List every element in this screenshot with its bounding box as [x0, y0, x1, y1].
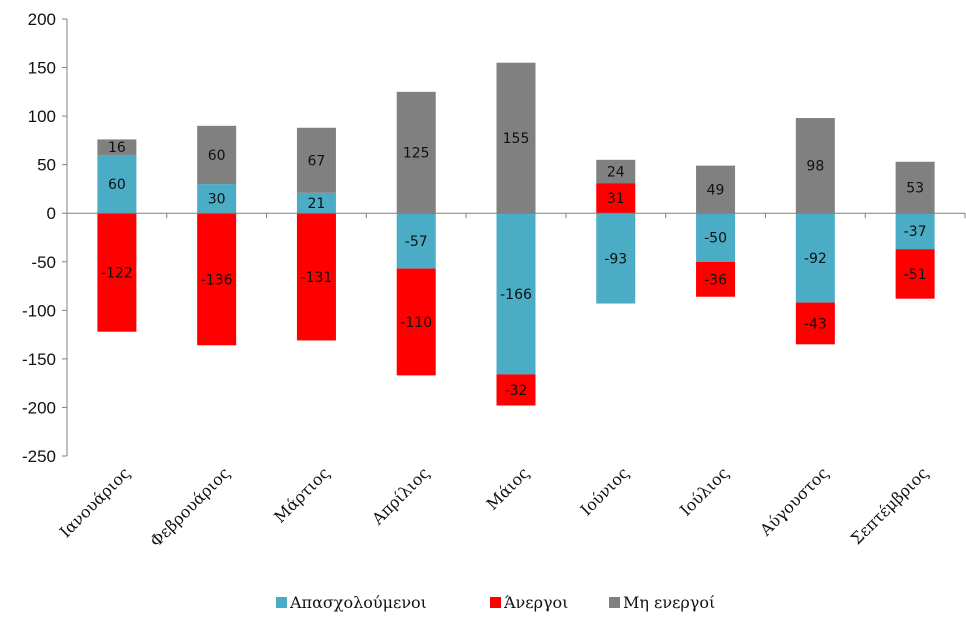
y-tick-label: 150: [28, 59, 56, 78]
bar: [296, 192, 336, 214]
x-tick-label: Φεβρουάριος: [146, 463, 233, 550]
legend-swatch: [276, 597, 287, 608]
data-label: -36: [704, 272, 727, 288]
bar: [596, 213, 636, 304]
data-label: -131: [301, 270, 333, 286]
legend-item: Μη ενεργοί: [609, 593, 715, 612]
legend-swatch: [609, 597, 620, 608]
y-tick-label: 100: [28, 107, 56, 126]
data-label: 49: [707, 182, 725, 198]
data-label: -93: [604, 251, 627, 267]
y-tick-label: -50: [31, 253, 56, 272]
x-tick-label: Ιούνιος: [577, 463, 633, 519]
y-tick-label: 50: [37, 156, 56, 175]
x-tick-label: Μάιος: [483, 463, 533, 513]
data-label: 98: [806, 159, 824, 175]
y-tick-label: -250: [22, 447, 56, 466]
data-label: 155: [503, 131, 530, 147]
legend-label: Μη ενεργοί: [623, 593, 715, 612]
legend-item: Απασχολούμενοι: [276, 593, 427, 612]
data-label: -166: [500, 287, 532, 303]
bar: [795, 302, 835, 345]
legend: Απασχολούμενοι Άνεργοι Μη ενεργοί: [276, 593, 715, 612]
bar: [197, 213, 237, 346]
bar: [496, 62, 536, 214]
legend-item: Άνεργοι: [490, 593, 568, 612]
data-label: 125: [403, 146, 430, 162]
bar: [496, 374, 536, 406]
bar: [696, 261, 736, 297]
bars: [97, 62, 935, 406]
data-label: 24: [607, 164, 625, 180]
bar: [97, 213, 137, 332]
data-label: 67: [308, 153, 326, 169]
y-tick-label: 200: [28, 10, 56, 29]
bar: [396, 213, 436, 269]
y-tick-label: 0: [47, 204, 56, 223]
bar: [97, 154, 137, 214]
data-labels: 60 -122 16 30 -136 60 21 -131 67 -57 -110 125 -166 -3…: [101, 131, 927, 399]
data-label: 30: [208, 192, 226, 208]
data-label: -32: [505, 383, 528, 399]
bar: [795, 118, 835, 214]
bar: [97, 139, 137, 155]
data-label: 60: [108, 177, 126, 193]
data-label: -122: [101, 265, 133, 281]
bar: [496, 213, 536, 375]
bar: [596, 159, 636, 184]
data-label: 31: [607, 191, 625, 207]
data-label: 60: [208, 148, 226, 164]
data-label: -43: [804, 316, 827, 332]
bar: [696, 213, 736, 262]
data-label: 21: [308, 196, 326, 212]
data-label: -50: [704, 231, 727, 247]
bar: [396, 91, 436, 214]
data-label: -57: [405, 234, 428, 250]
data-label: -37: [904, 224, 927, 240]
x-tick-label: Μάρτιος: [270, 463, 333, 526]
x-tick-label: Σεπτέμβριος: [847, 463, 932, 548]
bar: [296, 213, 336, 341]
bar: [197, 184, 237, 214]
data-label: -92: [804, 251, 827, 267]
bar: [197, 125, 237, 185]
y-tick-label: -200: [22, 398, 56, 417]
y-tick-label: -100: [22, 301, 56, 320]
x-tick-label: Ιανουάριος: [56, 463, 134, 541]
data-label: -136: [201, 272, 233, 288]
y-axis: 200 150 100 50 0 -50 -100 -150 -200 -250: [22, 10, 68, 466]
x-tick-label: Ιούλιος: [676, 463, 732, 519]
bar: [895, 249, 935, 299]
legend-label: Απασχολούμενοι: [289, 593, 427, 612]
bar: [596, 183, 636, 214]
bar: [895, 213, 935, 250]
data-label: -51: [904, 267, 927, 283]
bar: [895, 161, 935, 214]
data-label: -110: [400, 315, 432, 331]
y-tick-label: -150: [22, 350, 56, 369]
bar: [795, 213, 835, 303]
data-label: 53: [906, 180, 924, 196]
bar: [296, 127, 336, 193]
x-tick-label: Απρίλιος: [367, 463, 433, 529]
data-label: 16: [108, 140, 126, 156]
x-tick-label: Αύγουστος: [755, 463, 832, 540]
legend-label: Άνεργοι: [503, 593, 568, 612]
bar: [696, 165, 736, 214]
legend-swatch: [490, 597, 501, 608]
bar: [396, 268, 436, 376]
